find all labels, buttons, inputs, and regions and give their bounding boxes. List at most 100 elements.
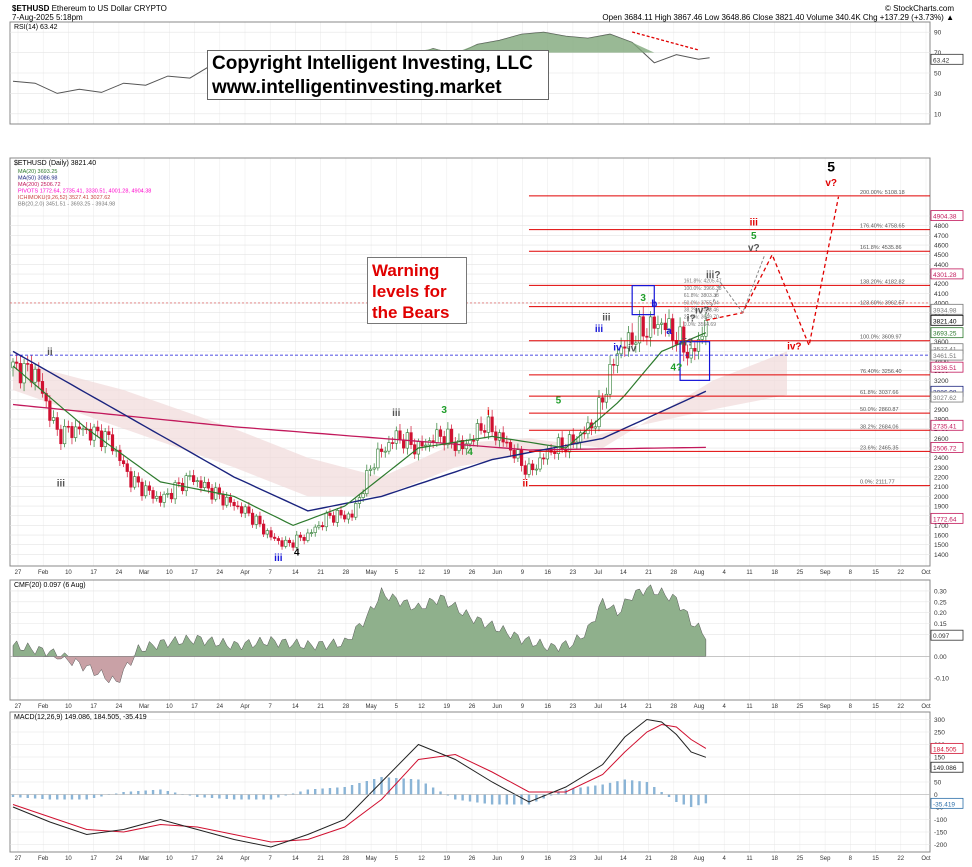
macd-histogram-bar [697, 794, 700, 806]
x-axis-label: 19 [443, 704, 450, 710]
macd-histogram-bar [653, 787, 656, 795]
x-axis-label: 25 [797, 570, 804, 576]
x-axis-label: Jun [492, 856, 502, 862]
candle-body [221, 494, 225, 506]
candle-body [243, 506, 247, 514]
x-axis-label: 14 [620, 704, 627, 710]
x-axis-label: Oct [921, 856, 931, 862]
price-tag: 2506.72 [933, 445, 957, 452]
date: 7-Aug-2025 5:18pm [12, 13, 83, 22]
price-tick-label: 4100 [934, 291, 949, 298]
wave-label: 3 [441, 405, 447, 416]
x-axis-label: 17 [90, 704, 97, 710]
candle-body [107, 431, 111, 435]
cmf-tick-label: 0.15 [934, 621, 947, 628]
wave-label: a [666, 326, 672, 337]
macd-histogram-bar [535, 794, 538, 802]
macd-histogram-bar [328, 788, 332, 795]
candle-body [26, 363, 30, 365]
candle-body [295, 534, 299, 548]
candle-body [298, 534, 303, 538]
cmf-current-value: 0.097 [933, 633, 950, 640]
x-axis-label: 9 [521, 856, 525, 862]
wave-label: iii [392, 408, 401, 419]
candle-body [398, 430, 402, 441]
x-axis-label: May [365, 856, 376, 862]
rsi-overbought-fill [13, 32, 710, 53]
x-axis-label: 12 [418, 704, 425, 710]
macd-histogram-bar [78, 794, 81, 800]
candle-body [438, 429, 443, 437]
candle-body [302, 537, 306, 541]
x-axis-label: 8 [849, 856, 853, 862]
candle-body [464, 443, 468, 450]
macd-histogram-bar [689, 794, 693, 807]
candle-body [125, 463, 129, 472]
candle-body [309, 532, 314, 534]
macd-histogram-bar [527, 794, 531, 805]
price-tag-box [930, 361, 964, 373]
ichimoku-cloud [13, 351, 787, 497]
x-axis-label: 10 [166, 704, 173, 710]
rsi-title: RSI(14) 63.42 [14, 24, 58, 31]
candle-body [70, 426, 74, 438]
price-tick-label: 4500 [934, 252, 949, 259]
wave-label: 5 [556, 396, 562, 407]
candle-body [449, 428, 454, 443]
cmf-current-value-box [930, 629, 964, 641]
wave-label: 4 [467, 447, 473, 458]
macd-histogram-bar [579, 787, 582, 795]
exchange: CRYPTO [133, 4, 167, 13]
candle-body [287, 539, 292, 544]
candle-body [273, 536, 277, 539]
macd-value: 149.086 [933, 765, 957, 772]
candle-body [88, 428, 92, 441]
wave-label: b [651, 299, 657, 310]
candle-body [96, 426, 100, 432]
candle-body [409, 432, 413, 445]
price-tag: 3461.51 [933, 353, 957, 360]
candle-body [354, 503, 358, 518]
macd-histogram-bar [409, 779, 413, 795]
candle-body [682, 326, 686, 353]
wave-label: iii [602, 312, 611, 323]
cmf-negative-area [12, 656, 707, 684]
x-axis-label: 25 [797, 704, 804, 710]
wave-label: iii [595, 324, 604, 335]
candle-body [512, 449, 516, 459]
candle-body [258, 515, 262, 525]
candle-body [199, 480, 203, 488]
x-axis-label: 28 [670, 704, 677, 710]
fib-level-label: 100.0%: 3609.97 [860, 335, 902, 341]
x-axis-label: Jul [594, 704, 602, 710]
macd-histogram-bar [19, 794, 22, 798]
candle-body [538, 457, 542, 470]
macd-tick-label: 250 [934, 730, 945, 737]
candle-body [420, 441, 424, 447]
wave-label: ii [47, 347, 53, 358]
macd-histogram-bar [100, 794, 103, 797]
price-tag-box [930, 391, 964, 403]
price-panel [9, 157, 931, 567]
candle-body [435, 429, 439, 444]
macd-histogram-bar [417, 779, 420, 795]
candle-body [29, 363, 34, 383]
price-tick-label: 4600 [934, 243, 949, 250]
candle-body [177, 482, 181, 484]
price-tick-label: 1600 [934, 533, 949, 540]
price-tag: 3934.98 [933, 307, 957, 314]
x-axis-label: 9 [521, 704, 525, 710]
candle-body [394, 430, 398, 444]
x-axis-label: 22 [897, 704, 904, 710]
rsi-tick-label: 30 [934, 91, 942, 98]
x-axis-label: 15 [872, 570, 879, 576]
macd-histogram-bar [667, 794, 671, 797]
candle-body [328, 512, 332, 516]
candle-body [339, 510, 343, 516]
x-axis-label: Jun [492, 570, 502, 576]
x-axis-label: 27 [15, 856, 22, 862]
x-axis-label: 10 [65, 570, 72, 576]
x-axis-label: 10 [166, 570, 173, 576]
price-tag-box [930, 314, 964, 326]
